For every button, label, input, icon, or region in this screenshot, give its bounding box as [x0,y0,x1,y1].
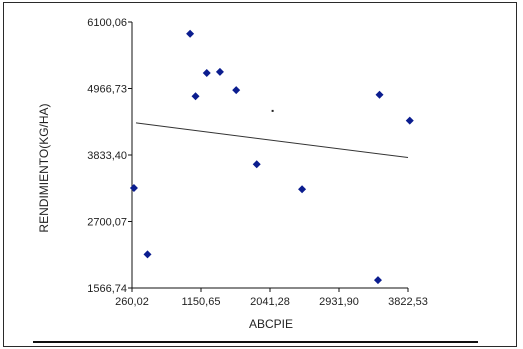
data-point [373,276,382,285]
y-tick-label: 4966,73 [87,84,127,96]
y-tick-label: 6100,06 [87,17,127,29]
x-tick-label: 1150,65 [182,296,221,308]
trend-line [135,122,409,159]
data-point [191,92,200,101]
data-point [375,90,384,99]
data-point [186,29,195,38]
x-axis-label: ABCPIE [249,317,293,331]
y-tick-label: 1566,74 [87,283,127,295]
data-point [202,69,211,78]
bottom-divider [33,341,478,343]
chart-frame [3,2,517,347]
data-point [232,86,241,95]
axes: 6100,06 4966,73 3833,40 2700,07 1566,74260,0… [87,17,428,308]
mean-point [271,109,274,112]
data-point [405,116,414,125]
trend-line-group [135,109,409,159]
data-point [298,185,307,194]
y-tick-label: 3833,40 [87,150,127,162]
data-points [129,29,414,285]
y-axis-label: RENDIMIENTO(KG/HA) [37,103,51,232]
x-tick-label: 260,02 [115,296,149,308]
data-point [252,160,261,169]
x-tick-label: 2931,90 [319,296,359,308]
data-point [143,250,152,259]
x-tick-label: 3822,53 [388,296,428,308]
data-point [129,184,138,193]
data-point [215,67,224,76]
y-tick-label: 2700,07 [87,217,127,229]
x-tick-label: 2041,28 [250,296,290,308]
